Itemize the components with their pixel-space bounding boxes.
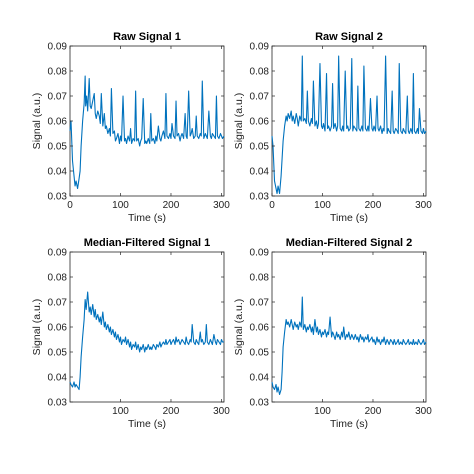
median-filtered-signal-2-ylabel: Signal (a.u.) — [233, 299, 245, 356]
raw-signal-2-xtick-label: 0 — [269, 200, 275, 211]
raw-signal-2-ylabel: Signal (a.u.) — [233, 93, 245, 150]
median-filtered-signal-2-ytick-label: 0.05 — [250, 348, 270, 359]
raw-signal-1-xtick-label: 100 — [112, 200, 129, 211]
raw-signal-2-xlabel: Time (s) — [330, 212, 368, 224]
raw-signal-2-xtick-label: 100 — [314, 200, 331, 211]
median-filtered-signal-2-ytick-label: 0.08 — [250, 273, 270, 284]
raw-signal-1-ytick-label: 0.08 — [48, 67, 68, 78]
raw-signal-1-axes-frame — [69, 45, 225, 197]
median-filtered-signal-2-title: Median-Filtered Signal 2 — [286, 237, 413, 249]
raw-signal-2-series-line — [271, 55, 427, 195]
median-filtered-signal-1-ytick-label: 0.05 — [48, 348, 68, 359]
median-filtered-signal-2-axes-frame — [271, 251, 427, 403]
median-filtered-signal-2-ytick-label: 0.07 — [250, 298, 270, 309]
raw-signal-2-ytick-label: 0.07 — [250, 92, 270, 103]
median-filtered-signal-2-xtick-label: 200 — [365, 406, 382, 417]
raw-signal-1-panel: 0.03 0.04 0.05 0.06 0.07 0.08 0.09 0 100 200 300 Ra… — [31, 31, 230, 224]
median-filtered-signal-1-ytick-label: 0.03 — [48, 398, 68, 409]
raw-signal-1-ytick-label: 0.04 — [48, 167, 68, 178]
raw-signal-1-ytick-label: 0.06 — [48, 117, 68, 128]
median-filtered-signal-2-xtick-label: 300 — [415, 406, 432, 417]
median-filtered-signal-2-ytick-label: 0.09 — [250, 248, 270, 259]
raw-signal-1-ytick-label: 0.05 — [48, 142, 68, 153]
median-filtered-signal-1-series-line — [69, 291, 224, 391]
raw-signal-1-ytick-label: 0.09 — [48, 42, 68, 53]
raw-signal-2-title: Raw Signal 2 — [315, 31, 383, 43]
raw-signal-1-xtick-label: 300 — [213, 200, 230, 211]
raw-signal-2-ytick-label: 0.06 — [250, 117, 270, 128]
raw-signal-2-ytick-label: 0.08 — [250, 67, 270, 78]
median-filtered-signal-1-ytick-label: 0.06 — [48, 323, 68, 334]
median-filtered-signal-1-panel: 0.03 0.04 0.05 0.06 0.07 0.08 0.09 100 200 300 Med… — [31, 237, 230, 430]
median-filtered-signal-1-ytick-label: 0.08 — [48, 273, 68, 284]
median-filtered-signal-2-xlabel: Time (s) — [330, 418, 368, 430]
raw-signal-2-xtick-label: 200 — [365, 200, 382, 211]
median-filtered-signal-1-ylabel: Signal (a.u.) — [31, 299, 43, 356]
median-filtered-signal-2-xtick-label: 100 — [314, 406, 331, 417]
median-filtered-signal-1-xlabel: Time (s) — [128, 418, 166, 430]
raw-signal-1-title: Raw Signal 1 — [113, 31, 181, 43]
raw-signal-2-ytick-label: 0.05 — [250, 142, 270, 153]
raw-signal-2-ytick-label: 0.04 — [250, 167, 270, 178]
median-filtered-signal-2-panel: 0.03 0.04 0.05 0.06 0.07 0.08 0.09 100 200 300 Med… — [233, 237, 432, 430]
raw-signal-2-xtick-label: 300 — [415, 200, 432, 211]
median-filtered-signal-1-xtick-label: 300 — [213, 406, 230, 417]
raw-signal-2-panel: 0.03 0.04 0.05 0.06 0.07 0.08 0.09 0 100 200 300 Ra… — [233, 31, 432, 224]
median-filtered-signal-2-ytick-label: 0.03 — [250, 398, 270, 409]
raw-signal-2-ytick-label: 0.09 — [250, 42, 270, 53]
median-filtered-signal-2-series-line — [271, 296, 427, 396]
raw-signal-1-ytick-label: 0.07 — [48, 92, 68, 103]
median-filtered-signal-1-title: Median-Filtered Signal 1 — [84, 237, 211, 249]
raw-signal-1-series-line — [69, 75, 225, 190]
raw-signal-2-ytick-label: 0.03 — [250, 192, 270, 203]
raw-signal-1-ylabel: Signal (a.u.) — [31, 93, 43, 150]
median-filtered-signal-1-ytick-label: 0.09 — [48, 248, 68, 259]
raw-signal-1-xlabel: Time (s) — [128, 212, 166, 224]
raw-signal-1-xtick-label: 0 — [67, 200, 73, 211]
median-filtered-signal-1-xtick-label: 100 — [112, 406, 129, 417]
median-filtered-signal-1-xtick-label: 200 — [163, 406, 180, 417]
raw-signal-1-xtick-label: 200 — [163, 200, 180, 211]
raw-signal-1-ytick-label: 0.03 — [48, 192, 68, 203]
median-filtered-signal-2-ytick-label: 0.06 — [250, 323, 270, 334]
median-filtered-signal-1-axes-frame — [69, 251, 225, 403]
median-filtered-signal-1-ytick-label: 0.07 — [48, 298, 68, 309]
median-filtered-signal-1-ytick-label: 0.04 — [48, 373, 68, 384]
median-filtered-signal-2-ytick-label: 0.04 — [250, 373, 270, 384]
